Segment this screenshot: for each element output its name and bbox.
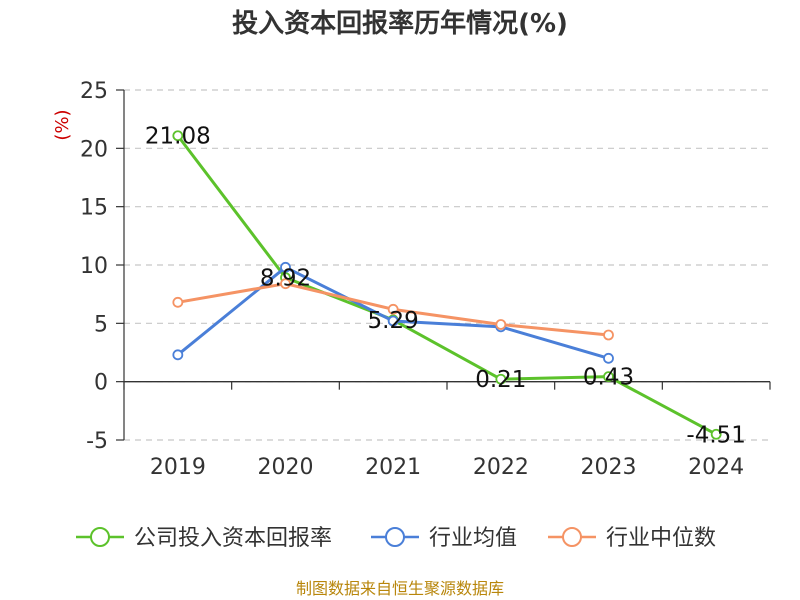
y-axis-label: (%) [52,109,73,140]
series-layer [172,130,722,440]
legend-swatch-marker [562,527,582,547]
y-tick-label: 5 [94,312,108,337]
y-tick-label: 15 [80,196,108,221]
legend-label: 公司投入资本回报率 [134,526,332,551]
data-point [280,261,291,273]
data-label: 21.08 [145,124,211,150]
data-point [710,428,722,440]
axes: 25 20 15 10 5 0 -5 2019 2020 2021 2022 2023 2024 [80,79,771,480]
legend-item[interactable]: 公司投入资本回报率 [76,526,332,551]
y-tick-label: 10 [80,254,108,279]
x-tick-label: 2019 [150,455,206,480]
legend-item[interactable]: 行业均值 [371,526,517,551]
y-tick-label: 20 [80,137,108,162]
source-note: 制图数据来自恒生聚源数据库 [296,579,504,598]
data-point [172,130,184,142]
legend-item[interactable]: 行业中位数 [548,526,716,551]
legend-label: 行业中位数 [606,526,716,551]
legend-label: 行业均值 [429,526,517,551]
legend[interactable]: 公司投入资本回报率 行业均值 行业中位数 [76,526,716,551]
data-label: 0.21 [475,367,526,393]
data-point [172,296,184,308]
data-point [172,349,184,361]
x-tick-label: 2020 [258,455,314,480]
data-point [603,352,614,364]
data-label: 0.43 [583,365,634,391]
chart-title: 投入资本回报率历年情况(%) [232,8,568,39]
data-point [387,303,399,315]
data-point [603,329,614,341]
x-tick-label: 2022 [473,455,529,480]
data-labels: 21.08 8.92 5.29 0.21 0.43 -4.51 [145,124,746,449]
data-point [280,278,291,290]
legend-swatch-marker [385,527,405,547]
data-point [603,371,614,383]
data-label: -4.51 [686,422,746,448]
data-label: 5.29 [368,308,419,334]
y-tick-label: -5 [86,429,108,454]
x-tick-label: 2023 [581,455,637,480]
data-label: 8.92 [260,266,311,292]
x-tick-label: 2024 [688,455,744,480]
x-tick-label: 2021 [365,455,421,480]
y-tick-label: 25 [80,79,108,104]
data-point [495,319,507,330]
data-point [495,373,507,385]
legend-swatch-marker [90,527,110,547]
data-point [387,315,399,327]
y-tick-label: 0 [94,371,108,396]
series-line [176,134,717,436]
